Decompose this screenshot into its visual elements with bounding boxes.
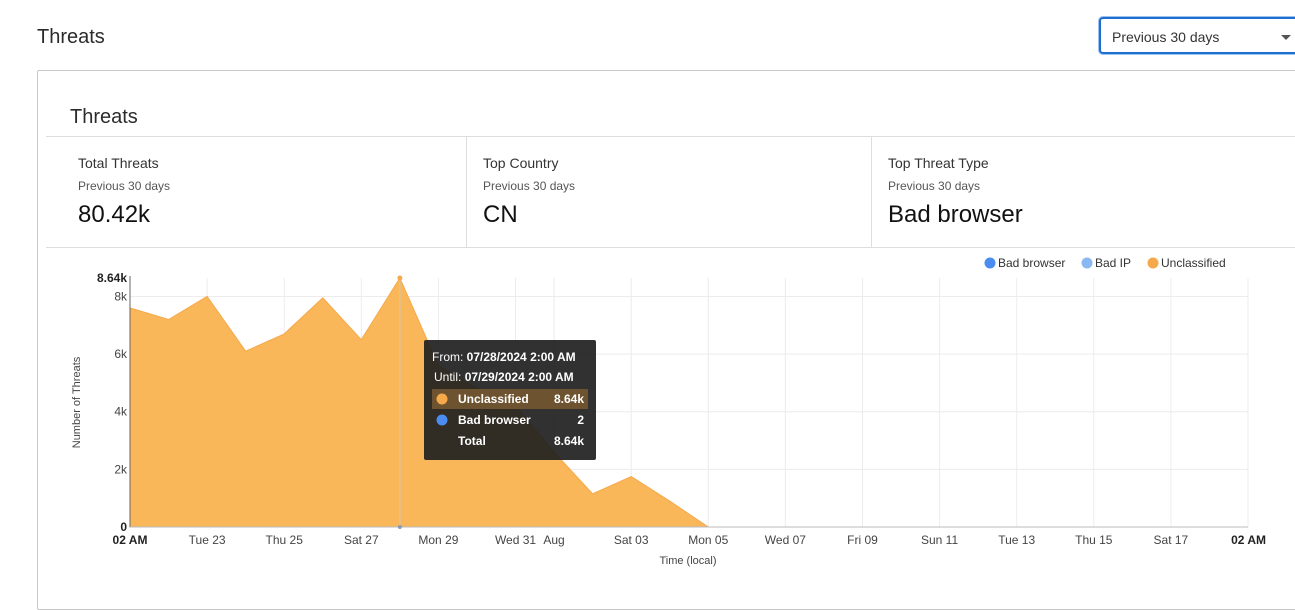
x-tick-label: Mon 29 bbox=[418, 533, 458, 547]
legend-label: Bad browser bbox=[998, 256, 1065, 270]
x-axis-title: Time (local) bbox=[659, 555, 716, 567]
y-axis-title: Number of Threats bbox=[71, 356, 83, 448]
tooltip-row-label: Total bbox=[458, 434, 486, 448]
x-tick-label: Thu 25 bbox=[266, 533, 304, 547]
x-tick-label: Tue 23 bbox=[189, 533, 226, 547]
x-tick-label: Sat 17 bbox=[1154, 533, 1189, 547]
y-tick-label: 8.64k bbox=[97, 271, 127, 285]
tooltip-marker bbox=[437, 415, 448, 426]
tooltip-until: Until: 07/29/2024 2:00 AM bbox=[434, 370, 574, 384]
tooltip-row-value: 8.64k bbox=[554, 434, 584, 448]
y-tick-label: 0 bbox=[120, 520, 127, 534]
tooltip-row-label: Bad browser bbox=[458, 413, 531, 427]
x-tick-label: Mon 05 bbox=[688, 533, 728, 547]
legend-marker-bad-browser[interactable] bbox=[985, 258, 996, 269]
x-tick-label: Fri 09 bbox=[847, 533, 878, 547]
x-tick-label: Aug bbox=[543, 533, 564, 547]
legend-label: Bad IP bbox=[1095, 256, 1131, 270]
y-tick-label: 2k bbox=[114, 462, 128, 476]
x-tick-label: 02 AM bbox=[1231, 533, 1266, 547]
x-tick-label: Wed 07 bbox=[765, 533, 806, 547]
y-tick-label: 4k bbox=[114, 405, 128, 419]
tooltip-row-value: 2 bbox=[577, 413, 584, 427]
x-tick-label: Thu 15 bbox=[1075, 533, 1113, 547]
legend-marker-unclassified[interactable] bbox=[1148, 258, 1159, 269]
legend-marker-bad-ip[interactable] bbox=[1082, 258, 1093, 269]
x-tick-label: Wed 31 bbox=[495, 533, 536, 547]
threats-area-chart[interactable]: 0 2k 4k 6k 8k 8.64k 02 AM Tue 23 Thu 25 Sat 27 Mon… bbox=[0, 0, 1295, 592]
tooltip-marker bbox=[437, 394, 448, 405]
hover-point bbox=[398, 525, 402, 529]
tooltip-from: From: 07/28/2024 2:00 AM bbox=[432, 350, 576, 364]
hover-point bbox=[397, 276, 402, 281]
tooltip-row-value: 8.64k bbox=[554, 392, 584, 406]
x-tick-label: Sat 27 bbox=[344, 533, 379, 547]
x-tick-label: Sun 11 bbox=[921, 533, 958, 547]
y-tick-label: 6k bbox=[114, 347, 128, 361]
x-tick-label: Tue 13 bbox=[998, 533, 1035, 547]
x-tick-label: 02 AM bbox=[113, 533, 148, 547]
tooltip-row-label: Unclassified bbox=[458, 392, 529, 406]
series-area-unclassified[interactable] bbox=[130, 278, 1248, 527]
x-tick-label: Sat 03 bbox=[614, 533, 649, 547]
y-tick-label: 8k bbox=[114, 289, 128, 303]
legend-label: Unclassified bbox=[1161, 256, 1226, 270]
